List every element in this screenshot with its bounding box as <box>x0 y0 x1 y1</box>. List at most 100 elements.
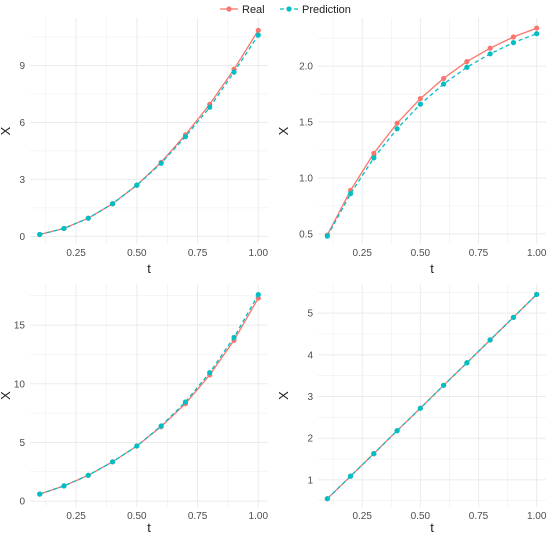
series-prediction <box>37 291 261 497</box>
y-tick-label: 2.0 <box>299 62 313 73</box>
data-point-real <box>417 95 423 102</box>
x-tick-label: 0.25 <box>352 511 372 522</box>
series-real <box>324 25 540 238</box>
data-point-prediction <box>417 101 423 107</box>
data-point-prediction <box>231 334 237 341</box>
gridlines <box>318 18 546 244</box>
x-tick-label: 1.00 <box>249 511 269 522</box>
data-point-prediction <box>158 160 164 166</box>
x-tick-label: 0.75 <box>188 511 208 522</box>
legend-item-prediction: Prediction <box>280 4 351 16</box>
data-point-prediction <box>61 483 67 489</box>
gridlines <box>30 18 268 244</box>
chart-panel-top-left: 0.25 0.50 0.75 1.00 0 3 6 9 t X <box>0 18 268 276</box>
x-tick-label: 0.50 <box>411 248 431 259</box>
x-tick-label: 1.00 <box>527 248 547 259</box>
data-point-prediction <box>134 182 140 188</box>
data-point-prediction <box>37 231 43 238</box>
data-point-prediction <box>207 104 213 110</box>
series-prediction <box>324 31 540 239</box>
chart-panel-bottom-left: 0.25 0.50 0.75 1.00 0 5 10 15 t X <box>0 284 268 535</box>
data-point-prediction <box>134 443 140 449</box>
data-point-prediction <box>324 233 330 239</box>
y-tick-label: 3 <box>307 392 313 403</box>
y-tick-label: 15 <box>14 321 26 332</box>
y-axis-title: X <box>276 391 291 400</box>
data-point-real <box>464 59 470 65</box>
y-tick-label: 1 <box>307 475 313 486</box>
series-prediction <box>324 291 540 502</box>
x-axis-title: t <box>147 261 151 276</box>
data-point-real <box>394 120 400 126</box>
legend-marker <box>286 6 292 12</box>
legend-marker <box>226 6 232 12</box>
chart-panel-top-right: 0.25 0.50 0.75 1.00 0.5 1.0 1.5 2.0 t X <box>276 18 547 276</box>
data-point-real <box>487 45 493 51</box>
data-point-prediction <box>534 291 540 298</box>
data-point-prediction <box>464 360 470 366</box>
x-axis-title: t <box>147 520 151 535</box>
data-point-prediction <box>231 69 237 75</box>
data-point-prediction <box>347 473 354 479</box>
data-point-prediction <box>441 382 447 388</box>
data-point-prediction <box>441 81 447 87</box>
series-line-real <box>39 297 259 495</box>
series-real <box>37 27 261 238</box>
data-point-prediction <box>109 201 116 207</box>
data-point-real <box>255 27 261 33</box>
y-tick-label: 5 <box>19 438 25 449</box>
data-point-prediction <box>394 428 400 434</box>
data-point-real <box>371 150 377 156</box>
chart-panel-bottom-right: 0.25 0.50 0.75 1.00 1 2 3 4 5 t X <box>276 284 547 535</box>
legend-item-real: Real <box>220 4 265 16</box>
y-tick-label: 0.5 <box>299 229 313 240</box>
x-tick-label: 1.00 <box>249 248 269 259</box>
x-axis-title: t <box>430 520 434 535</box>
y-tick-label: 9 <box>19 61 25 72</box>
data-point-prediction <box>487 51 493 57</box>
y-tick-label: 6 <box>19 118 25 129</box>
gridlines <box>318 284 546 507</box>
y-tick-label: 1.0 <box>299 173 313 184</box>
series-line-prediction <box>39 34 259 236</box>
x-tick-label: 0.75 <box>188 248 208 259</box>
legend-label: Prediction <box>302 4 351 16</box>
data-point-prediction <box>371 155 377 161</box>
y-axis-title: X <box>276 126 291 135</box>
data-point-prediction <box>347 191 354 197</box>
data-point-prediction <box>37 491 43 497</box>
y-tick-label: 3 <box>19 175 25 186</box>
y-tick-label: 0 <box>19 232 25 243</box>
data-point-real <box>441 75 447 82</box>
series-line-prediction <box>39 294 259 495</box>
x-tick-label: 0.50 <box>127 511 147 522</box>
data-point-prediction <box>417 405 423 411</box>
data-point-prediction <box>487 337 493 343</box>
y-tick-label: 10 <box>14 379 26 390</box>
data-point-real <box>510 34 517 40</box>
y-tick-label: 0 <box>19 497 25 508</box>
data-point-prediction <box>371 451 377 457</box>
gridlines <box>30 284 268 507</box>
legend: Real Prediction <box>220 4 351 16</box>
data-point-prediction <box>85 215 91 221</box>
series-line-real <box>326 27 537 236</box>
data-point-prediction <box>85 472 91 478</box>
x-tick-label: 0.25 <box>352 248 372 259</box>
x-tick-label: 0.75 <box>469 248 489 259</box>
data-point-prediction <box>534 31 540 37</box>
data-point-prediction <box>255 32 261 38</box>
x-tick-label: 0.50 <box>411 511 431 522</box>
y-axis-title: X <box>0 126 13 135</box>
data-point-prediction <box>109 459 116 465</box>
y-tick-label: 4 <box>307 350 313 361</box>
data-point-prediction <box>182 134 189 140</box>
series-real <box>37 295 261 497</box>
x-tick-label: 0.75 <box>469 511 489 522</box>
data-point-prediction <box>182 399 189 405</box>
y-tick-label: 1.5 <box>299 118 313 129</box>
data-point-prediction <box>510 40 517 46</box>
x-axis-title: t <box>430 261 434 276</box>
y-tick-label: 5 <box>307 309 313 320</box>
